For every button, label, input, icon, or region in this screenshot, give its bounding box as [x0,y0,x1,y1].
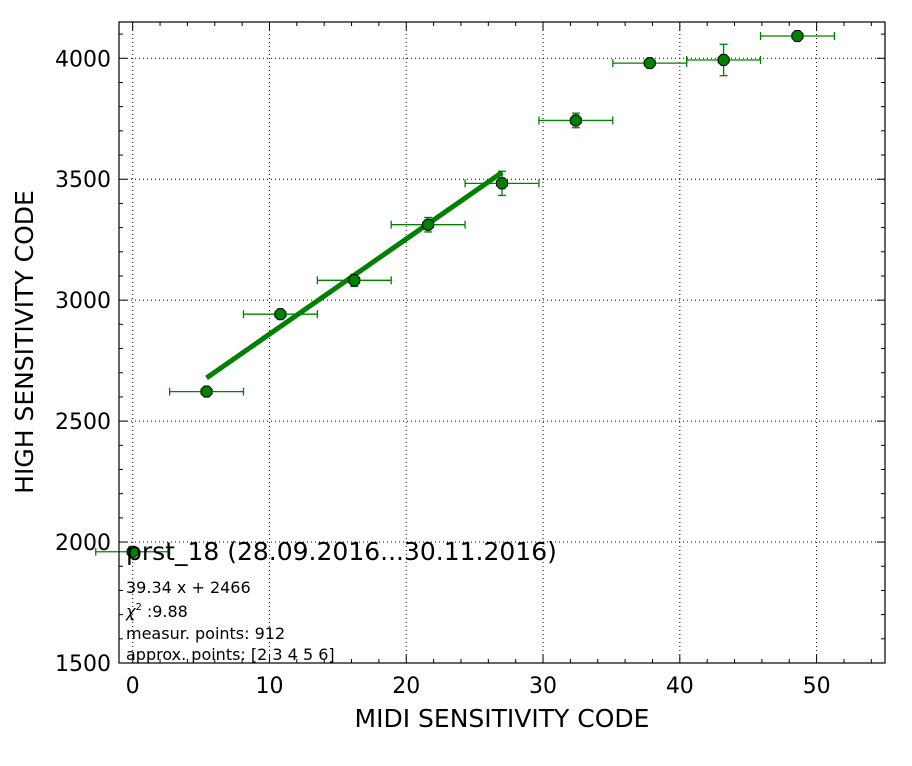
x-tick-label: 50 [803,674,831,699]
legend-fit-equation: 39.34 x + 2466 [126,578,251,597]
x-tick-labels: 0 10 20 30 40 50 [126,674,831,699]
x-tick-label: 40 [666,674,694,699]
y-tick-label: 3000 [55,289,111,314]
data-point [569,114,582,127]
minor-ticks [119,22,885,663]
data-point [126,545,139,558]
data-point [643,57,656,70]
plot-frame [118,21,886,664]
x-axis-label: MIDI SENSITIVITY CODE [355,704,650,733]
data-points [126,29,804,558]
y-tick-label: 1500 [55,652,111,677]
x-tick-label: 20 [392,674,420,699]
legend-chi2-value: :9.88 [147,602,188,621]
legend-chi2-symbol: χ [125,602,136,621]
y-tick-labels: 1500 2000 2500 3000 3500 4000 [55,47,111,677]
y-axis-label: HIGH SENSITIVITY CODE [10,190,39,494]
y-tick-label: 2500 [55,410,111,435]
data-point [791,29,804,43]
legend-title: prst_18 (28.09.2016...30.11.2016) [126,537,557,566]
data-point [422,218,435,231]
data-point [348,274,361,287]
legend-measur-points: measur. points: 912 [126,624,285,643]
data-point [495,177,509,190]
y-tick-label: 4000 [55,47,111,72]
grid-lines [119,22,885,664]
data-point [200,385,213,398]
y-tick-label: 2000 [55,531,111,556]
x-tick-label: 0 [126,674,140,699]
x-tick-label: 30 [529,674,557,699]
legend-chi2-power: 2 [135,602,141,613]
data-point [274,308,287,321]
legend-approx-points: approx. points: [2 3 4 5 6] [126,645,335,664]
legend-chi2: χ2 :9.88 [125,602,188,621]
data-point [717,53,730,67]
legend: prst_18 (28.09.2016...30.11.2016) 39.34 … [125,537,557,664]
y-tick-label: 3500 [55,168,111,193]
x-tick-label: 10 [255,674,283,699]
